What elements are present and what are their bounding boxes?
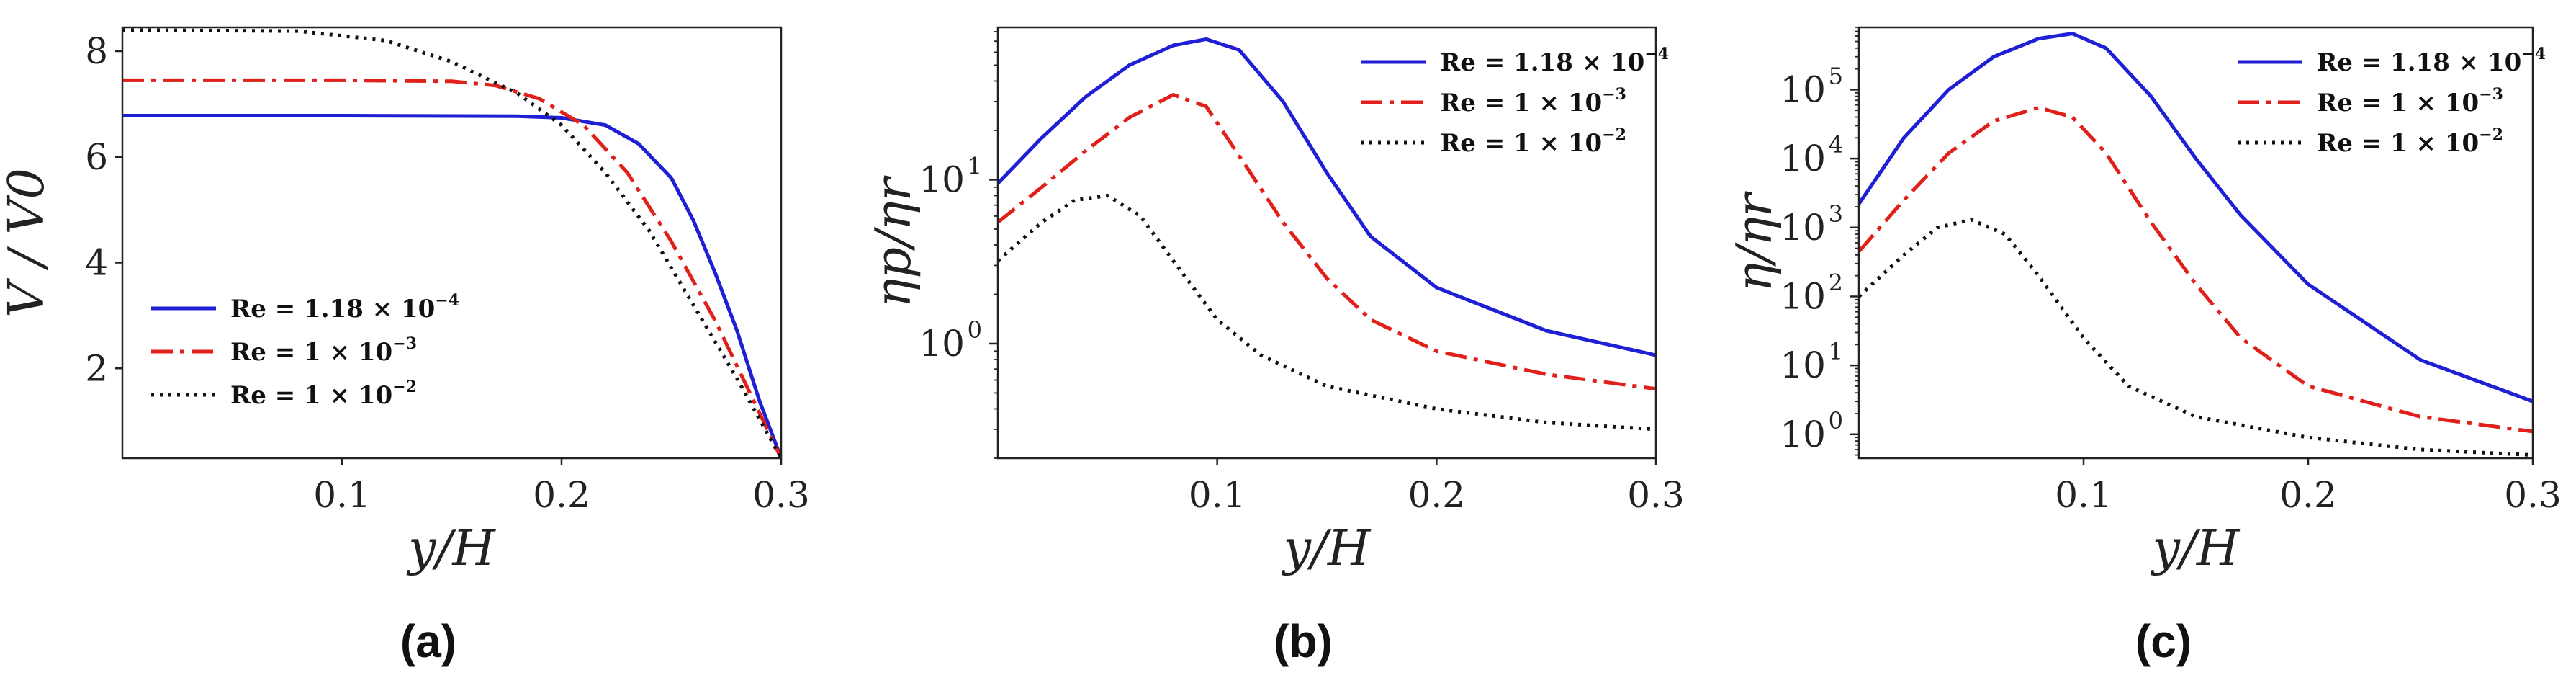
y-tick-label-c-5: 10 5 (1780, 62, 1843, 110)
x-tick-label-a-0: 0.1 (313, 474, 371, 516)
series-line-b-2 (998, 194, 1656, 432)
y-tick-label-c-3: 10 3 (1780, 200, 1843, 249)
y-tick-label-a-3: 8 (85, 30, 108, 72)
y-tick-base: 10 (1780, 414, 1826, 455)
y-tick-exponent: 1 (1829, 338, 1843, 365)
y-tick-base: 10 (1780, 344, 1826, 386)
x-axis-label-b: y/H (1282, 520, 1372, 577)
y-tick-exponent: 2 (1829, 269, 1843, 296)
y-tick-base: 10 (1780, 275, 1826, 317)
y-tick-label-c-2: 10 2 (1780, 269, 1843, 317)
panel-label-c: (c) (2135, 615, 2192, 667)
y-axis-label-a: V / V0 (0, 168, 55, 318)
legend-label-a-2: Re = 1 × 10−2 (230, 378, 417, 410)
series-line-b-1 (998, 93, 1656, 391)
legend-label-b-2: Re = 1 × 10−2 (1440, 125, 1626, 158)
y-tick-exponent: 0 (968, 316, 982, 344)
y-tick-label-c-1: 10 1 (1780, 338, 1843, 386)
legend-label-b-0: Re = 1.18 × 10−4 (1440, 45, 1669, 77)
y-tick-label-a-1: 4 (85, 242, 108, 284)
x-tick-label-a-1: 0.2 (533, 474, 590, 516)
legend-label-c-1: Re = 1 × 10−3 (2317, 85, 2503, 117)
y-tick-label-b-0: 10 0 (919, 316, 982, 365)
series-line-c-0 (1859, 32, 2533, 403)
x-tick-label-b-1: 0.2 (1408, 474, 1466, 516)
legend-label-a-0: Re = 1.18 × 10−4 (230, 291, 459, 323)
legend-label-c-0: Re = 1.18 × 10−4 (2317, 45, 2546, 77)
series-line-b-0 (998, 37, 1656, 357)
series-line-a-2 (122, 28, 781, 458)
y-tick-label-a-2: 6 (85, 136, 108, 178)
legend-label-b-1: Re = 1 × 10−3 (1440, 85, 1626, 117)
y-tick-label-c-0: 10 0 (1780, 407, 1843, 455)
legend-label-a-1: Re = 1 × 10−3 (230, 334, 417, 367)
y-tick-base: 10 (1780, 68, 1826, 110)
x-tick-label-c-1: 0.2 (2279, 474, 2337, 516)
x-tick-label-c-2: 0.3 (2504, 474, 2562, 516)
y-tick-label-a-0: 2 (85, 347, 108, 389)
x-axis-label-a: y/H (406, 520, 496, 577)
x-tick-label-b-2: 0.3 (1627, 474, 1685, 516)
y-tick-base: 10 (919, 323, 965, 365)
y-axis-label-c: η/ηr (1726, 191, 1783, 292)
y-tick-exponent: 3 (1829, 200, 1843, 228)
y-tick-base: 10 (1780, 207, 1826, 249)
y-tick-label-c-4: 10 4 (1780, 131, 1843, 179)
chart-panel-a: 0.1 0.2 0.3 2 4 6 8 y/H V / V0 Re = 1.18 × 10−4 Re… (0, 26, 810, 667)
y-tick-label-b-1: 10 1 (919, 152, 982, 200)
y-tick-exponent: 1 (968, 152, 982, 179)
x-tick-label-a-2: 0.3 (752, 474, 810, 516)
y-tick-exponent: 5 (1829, 62, 1843, 89)
legend-label-c-2: Re = 1 × 10−2 (2317, 125, 2503, 158)
series-line-a-1 (122, 78, 781, 458)
axes-frame-a (121, 26, 783, 460)
series-line-a-0 (122, 114, 781, 458)
series-line-c-1 (1859, 105, 2533, 434)
y-tick-exponent: 4 (1829, 131, 1843, 159)
panel-label-a: (a) (400, 615, 456, 667)
x-tick-label-b-0: 0.1 (1189, 474, 1246, 516)
y-axis-label-b: ηp/ηr (865, 175, 922, 308)
y-tick-exponent: 0 (1829, 407, 1843, 434)
panel-label-b: (b) (1274, 615, 1333, 667)
y-tick-base: 10 (919, 159, 965, 200)
x-axis-label-c: y/H (2151, 520, 2241, 577)
axes-frame-b (996, 26, 1657, 460)
series-line-c-2 (1859, 218, 2533, 457)
y-tick-base: 10 (1780, 138, 1826, 179)
x-tick-label-c-0: 0.1 (2055, 474, 2112, 516)
